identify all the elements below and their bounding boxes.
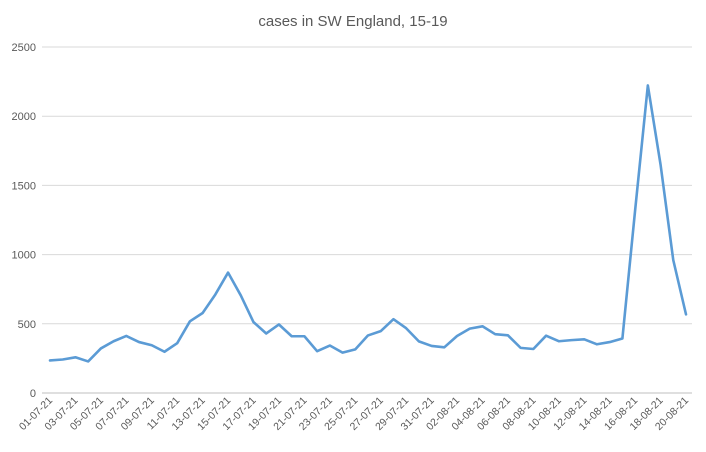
y-tick-label: 0 bbox=[30, 388, 36, 400]
y-tick-label: 1500 bbox=[12, 180, 36, 192]
y-tick-label: 1000 bbox=[12, 250, 36, 262]
y-tick-label: 2500 bbox=[12, 42, 36, 54]
y-tick-label: 2000 bbox=[12, 111, 36, 123]
x-axis-tick-labels: 01-07-2103-07-2105-07-2107-07-2109-07-21… bbox=[17, 395, 691, 433]
y-tick-label: 500 bbox=[18, 319, 36, 331]
gridlines bbox=[42, 46, 692, 325]
chart-title: cases in SW England, 15-19 bbox=[258, 13, 447, 30]
y-axis-tick-labels: 0 500 1000 1500 2000 2500 bbox=[12, 42, 36, 400]
series-line bbox=[48, 84, 688, 363]
